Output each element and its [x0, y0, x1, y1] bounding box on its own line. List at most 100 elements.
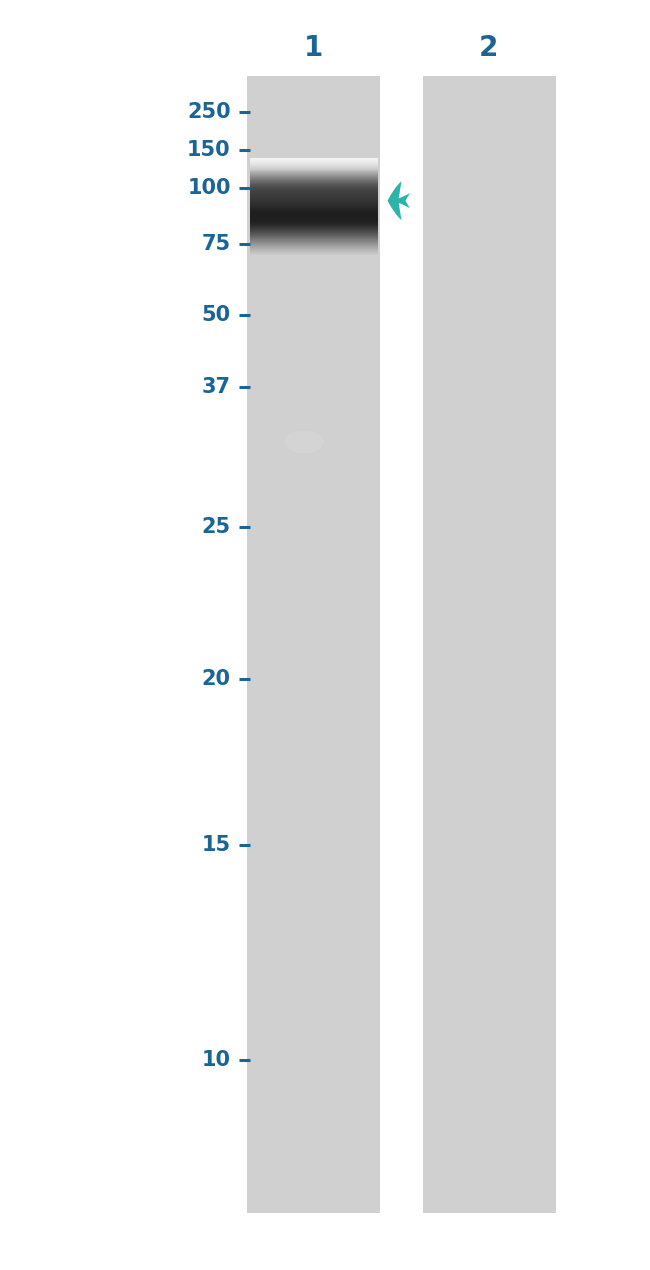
Text: 250: 250: [187, 102, 231, 122]
Text: 15: 15: [202, 834, 231, 855]
Bar: [250, 239, 378, 240]
Bar: [250, 215, 378, 216]
Bar: [250, 230, 378, 232]
Bar: [250, 182, 378, 183]
Text: 25: 25: [202, 517, 231, 537]
Bar: [250, 170, 378, 171]
Bar: [250, 174, 378, 177]
Bar: [250, 220, 378, 221]
Bar: [250, 180, 378, 182]
Bar: [250, 218, 378, 221]
Bar: [250, 234, 378, 235]
Bar: [250, 170, 378, 173]
Bar: [250, 199, 378, 201]
Bar: [250, 211, 378, 212]
Bar: [250, 236, 378, 237]
Bar: [250, 222, 378, 225]
Bar: [250, 159, 378, 160]
Bar: [250, 183, 378, 184]
Bar: [250, 251, 378, 253]
Bar: [250, 206, 378, 207]
Bar: [250, 213, 378, 215]
Bar: [250, 188, 378, 189]
Bar: [250, 161, 378, 163]
Bar: [250, 163, 378, 164]
Bar: [250, 174, 378, 175]
Bar: [250, 226, 378, 229]
Bar: [250, 254, 378, 255]
Bar: [250, 253, 378, 254]
Bar: [250, 237, 378, 239]
Bar: [250, 184, 378, 185]
Bar: [250, 249, 378, 250]
Bar: [250, 245, 378, 246]
Bar: [250, 216, 378, 217]
Bar: [250, 193, 378, 196]
Bar: [250, 210, 378, 211]
Bar: [250, 196, 378, 197]
Bar: [250, 165, 378, 168]
Bar: [250, 169, 378, 170]
Text: 50: 50: [202, 305, 231, 325]
Bar: [250, 173, 378, 174]
Text: 100: 100: [187, 178, 231, 198]
Bar: [250, 208, 378, 210]
Bar: [250, 246, 378, 249]
Bar: [250, 202, 378, 203]
Bar: [250, 237, 378, 240]
Bar: [250, 161, 378, 164]
Bar: [250, 234, 378, 236]
Text: 2: 2: [479, 34, 499, 62]
Bar: [250, 213, 378, 216]
Bar: [250, 198, 378, 201]
Bar: [250, 235, 378, 236]
Bar: [250, 187, 378, 188]
Bar: [250, 224, 378, 225]
Bar: [247, 76, 380, 1213]
Bar: [250, 157, 378, 160]
Bar: [250, 232, 378, 234]
Text: 150: 150: [187, 140, 231, 160]
Text: 37: 37: [202, 377, 231, 398]
Bar: [250, 222, 378, 224]
Bar: [250, 207, 378, 208]
Bar: [250, 182, 378, 184]
Bar: [250, 210, 378, 212]
Text: 1: 1: [304, 34, 323, 62]
Bar: [250, 189, 378, 192]
Bar: [250, 241, 378, 244]
Bar: [250, 168, 378, 169]
Bar: [250, 243, 378, 245]
Bar: [250, 248, 378, 249]
Bar: [250, 171, 378, 173]
Bar: [250, 190, 378, 192]
Bar: [250, 202, 378, 204]
Text: 10: 10: [202, 1050, 231, 1071]
Bar: [250, 231, 378, 232]
Bar: [250, 178, 378, 180]
Bar: [250, 160, 378, 161]
Bar: [250, 206, 378, 208]
Bar: [250, 226, 378, 227]
Text: 75: 75: [202, 234, 231, 254]
Bar: [250, 217, 378, 218]
Bar: [250, 166, 378, 168]
Bar: [250, 177, 378, 178]
Bar: [250, 194, 378, 197]
Bar: [250, 230, 378, 231]
Bar: [250, 212, 378, 213]
Bar: [250, 250, 378, 251]
Bar: [250, 218, 378, 220]
Bar: [250, 240, 378, 241]
Bar: [250, 179, 378, 180]
Bar: [250, 165, 378, 166]
Bar: [250, 244, 378, 245]
Bar: [250, 250, 378, 253]
Bar: [250, 178, 378, 179]
Bar: [250, 227, 378, 229]
Bar: [250, 204, 378, 206]
Bar: [250, 198, 378, 199]
Bar: [250, 185, 378, 187]
Bar: [250, 185, 378, 188]
Bar: [250, 229, 378, 230]
